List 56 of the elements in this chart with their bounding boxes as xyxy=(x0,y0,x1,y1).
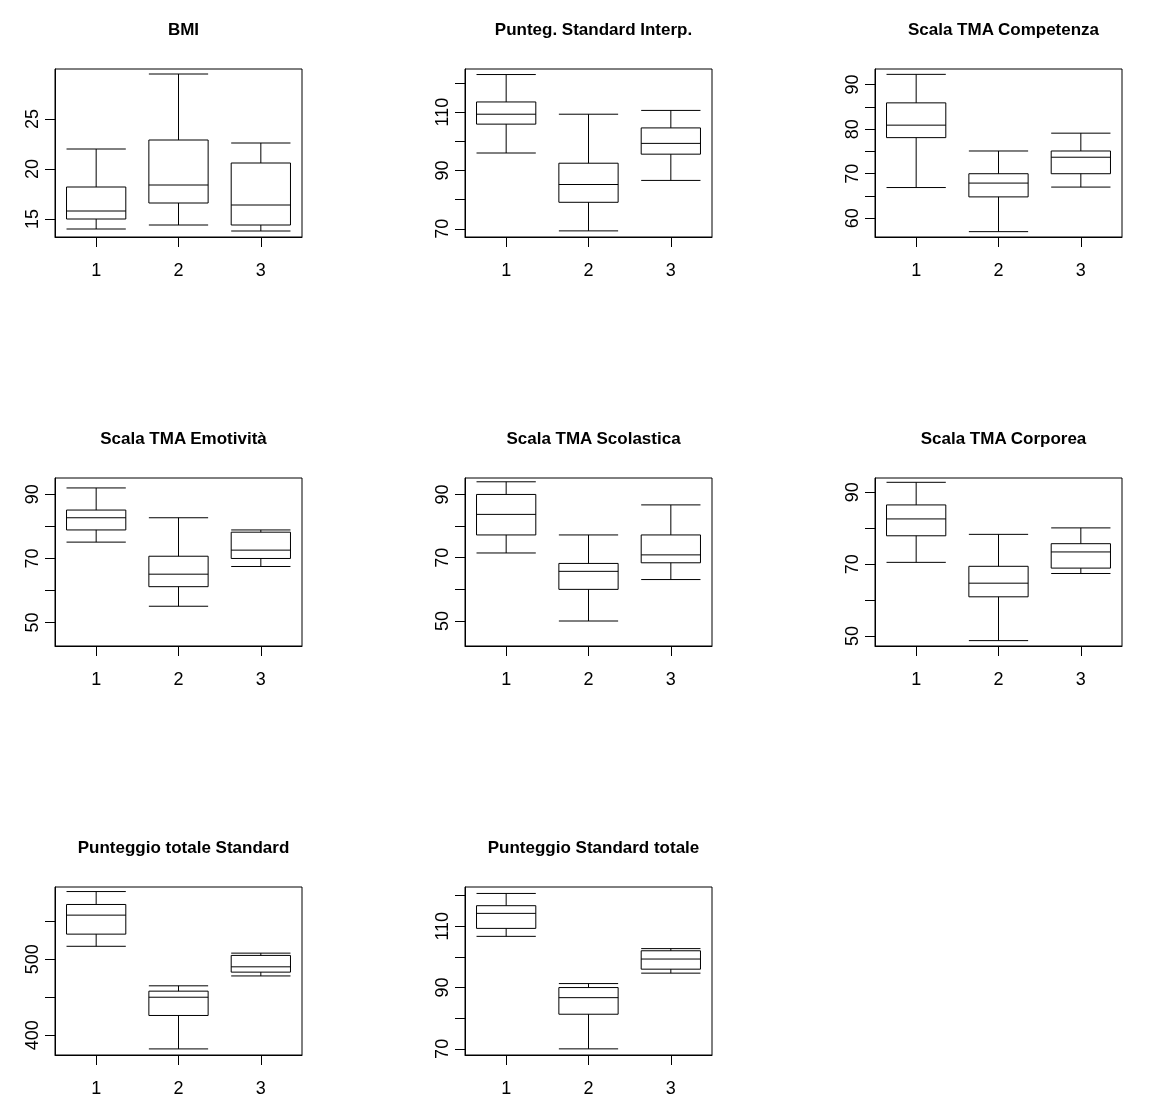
x-tick-label: 1 xyxy=(91,260,102,280)
x-tick-label: 1 xyxy=(911,669,922,689)
y-tick-label: 60 xyxy=(842,208,862,229)
x-tick-label: 3 xyxy=(665,669,676,689)
x-tick-label: 3 xyxy=(1075,669,1086,689)
y-tick-label: 90 xyxy=(22,484,42,505)
y-tick-label: 80 xyxy=(842,119,862,140)
y-tick-label: 50 xyxy=(22,612,42,633)
x-tick-label: 2 xyxy=(993,669,1004,689)
x-tick-label: 3 xyxy=(255,260,266,280)
x-tick-label: 2 xyxy=(583,260,594,280)
x-tick-label: 2 xyxy=(173,1078,184,1098)
x-tick-label: 2 xyxy=(173,260,184,280)
x-tick-label: 2 xyxy=(583,1078,594,1098)
x-tick-label: 1 xyxy=(501,1078,512,1098)
y-tick-label: 90 xyxy=(432,160,452,181)
y-tick-label: 110 xyxy=(432,97,452,127)
chart-title: Scala TMA Emotività xyxy=(100,429,268,448)
chart-title: Scala TMA Competenza xyxy=(907,20,1100,39)
x-tick-label: 3 xyxy=(1075,260,1086,280)
x-tick-label: 2 xyxy=(993,260,1004,280)
y-tick-label: 15 xyxy=(22,208,42,230)
y-tick-label: 500 xyxy=(22,944,42,975)
y-tick-label: 70 xyxy=(432,547,452,568)
chart-title: Punteggio Standard totale xyxy=(487,838,700,857)
chart-title: Punteggio totale Standard xyxy=(77,838,290,857)
x-tick-label: 3 xyxy=(255,1078,266,1098)
y-tick-label: 70 xyxy=(842,163,862,184)
x-tick-label: 1 xyxy=(91,1078,102,1098)
y-tick-label: 70 xyxy=(432,1038,452,1059)
x-tick-label: 1 xyxy=(501,669,512,689)
y-tick-label: 90 xyxy=(432,977,452,998)
y-tick-label: 50 xyxy=(842,625,862,646)
x-tick-label: 1 xyxy=(91,669,102,689)
x-tick-label: 1 xyxy=(501,260,512,280)
y-tick-label: 25 xyxy=(22,108,42,130)
y-tick-label: 90 xyxy=(842,482,862,503)
x-tick-label: 3 xyxy=(255,669,266,689)
x-tick-label: 2 xyxy=(583,669,594,689)
chart-title: Punteg. Standard Interp. xyxy=(494,20,693,39)
y-tick-label: 110 xyxy=(432,911,452,941)
y-tick-label: 20 xyxy=(22,158,42,180)
x-tick-label: 3 xyxy=(665,1078,676,1098)
chart-title: Scala TMA Corporea xyxy=(920,429,1087,448)
y-tick-label: 90 xyxy=(842,74,862,95)
chart-title: BMI xyxy=(167,20,200,39)
y-tick-label: 70 xyxy=(842,554,862,575)
x-tick-label: 3 xyxy=(665,260,676,280)
chart-title: Scala TMA Scolastica xyxy=(506,429,682,448)
x-tick-label: 2 xyxy=(173,669,184,689)
y-tick-label: 400 xyxy=(22,1020,42,1051)
y-tick-label: 70 xyxy=(22,548,42,569)
y-tick-label: 50 xyxy=(432,610,452,632)
x-tick-label: 1 xyxy=(911,260,922,280)
y-tick-label: 90 xyxy=(432,484,452,505)
y-tick-label: 70 xyxy=(432,218,452,239)
